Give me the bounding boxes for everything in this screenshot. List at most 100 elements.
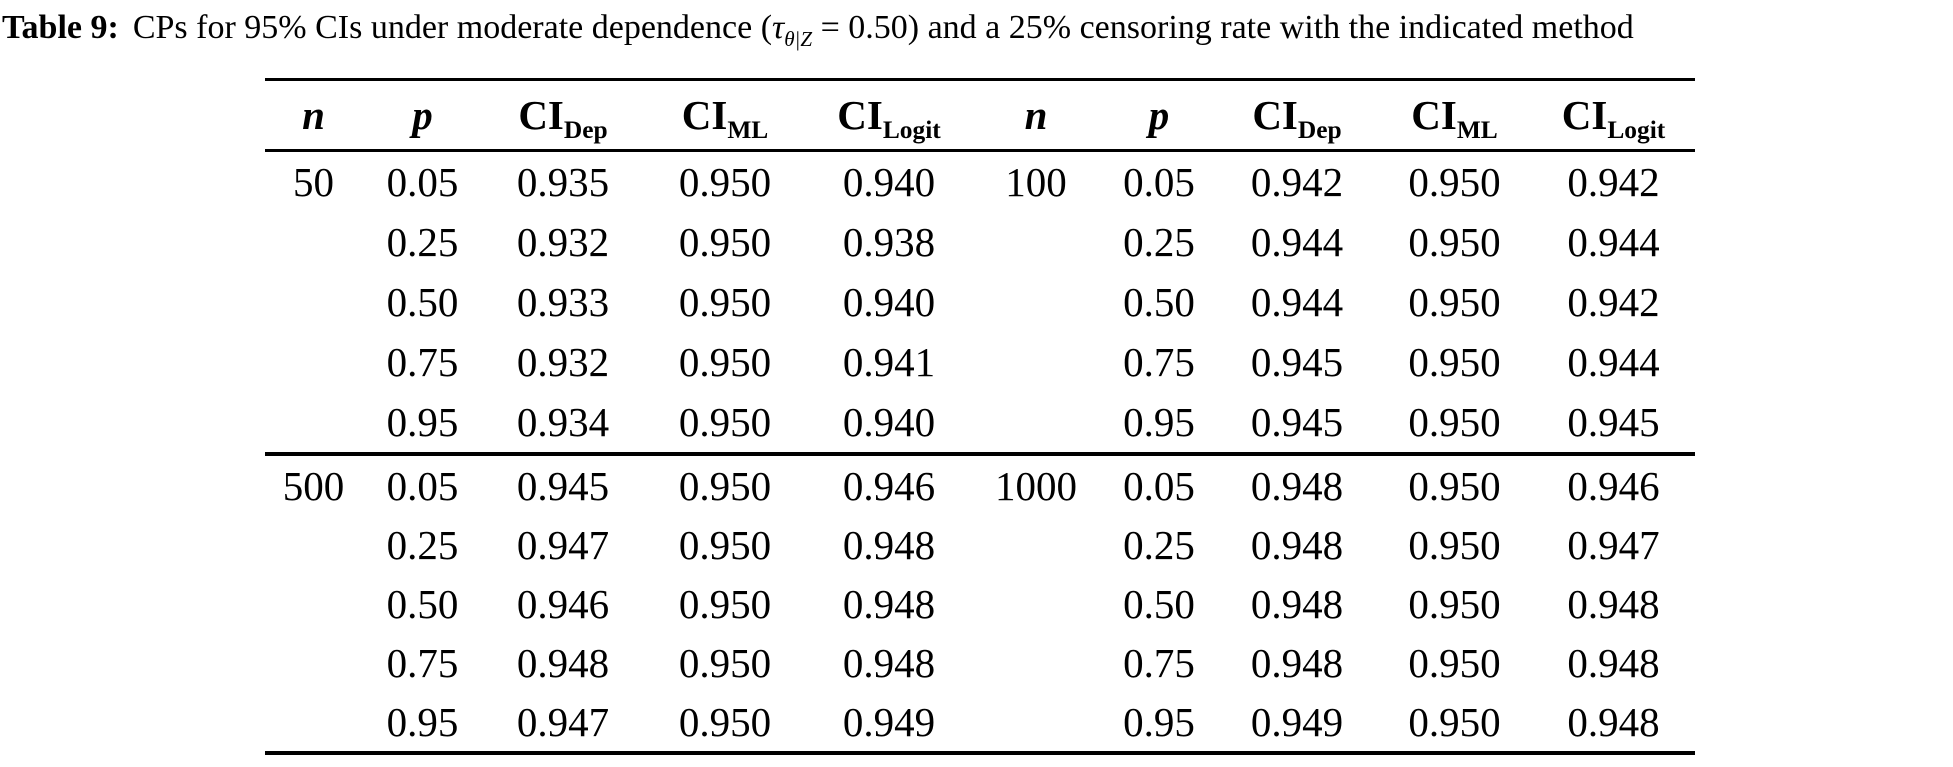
cell-ci-ml: 0.950 bbox=[1408, 580, 1501, 627]
header-subscript: Dep bbox=[563, 116, 608, 145]
cell-ci-ml: 0.950 bbox=[678, 219, 772, 265]
cell-ci-ml: 0.950 bbox=[678, 159, 772, 205]
table-row: 0.75 0.948 0.950 0.948 0.75 0.948 0.950 0.948 bbox=[265, 633, 1695, 692]
cell-ci-dep: 0.947 bbox=[516, 521, 610, 568]
table-row: 50 0.05 0.935 0.950 0.940 100 0.05 0.942 0.950 0.… bbox=[265, 151, 1695, 213]
cell-ci-ml: 0.950 bbox=[678, 339, 772, 385]
table-row: 0.95 0.934 0.950 0.940 0.95 0.945 0.950 0.945 bbox=[265, 392, 1695, 454]
cell-ci-ml: 0.950 bbox=[1408, 219, 1501, 265]
table-row: 0.50 0.933 0.950 0.940 0.50 0.944 0.950 0.942 bbox=[265, 272, 1695, 332]
table-section-small-n: 50 0.05 0.935 0.950 0.940 100 0.05 0.942 0.950 0.… bbox=[265, 151, 1695, 455]
cell-p: 0.95 bbox=[386, 698, 459, 745]
header-label: CI bbox=[1252, 92, 1298, 138]
cell-n bbox=[265, 272, 362, 332]
header-subscript: Logit bbox=[882, 116, 941, 145]
cell-n bbox=[265, 692, 362, 753]
cell-ci-logit: 0.942 bbox=[1567, 279, 1660, 325]
col-header-ci-dep-left: CIDep bbox=[483, 79, 643, 152]
header-row: n p CIDep CIML CILogit n p CIDep CIML CI… bbox=[265, 79, 1695, 152]
col-header-n-left: n bbox=[265, 79, 362, 152]
cell-p: 0.75 bbox=[386, 339, 459, 385]
cell-ci-ml: 0.950 bbox=[678, 521, 772, 568]
header-label: n bbox=[1024, 92, 1048, 138]
col-header-ci-ml-left: CIML bbox=[643, 79, 807, 152]
cell-ci-ml: 0.950 bbox=[1408, 639, 1501, 686]
table-caption: Table 9: CPs for 95% CIs under moderate d… bbox=[0, 0, 1953, 51]
cell-n bbox=[971, 574, 1101, 633]
cell-ci-dep: 0.935 bbox=[516, 159, 610, 205]
cell-n bbox=[265, 212, 362, 272]
cell-ci-dep: 0.948 bbox=[516, 639, 610, 686]
cell-ci-dep: 0.932 bbox=[516, 339, 610, 385]
cell-ci-dep: 0.947 bbox=[516, 698, 610, 745]
header-label: CI bbox=[837, 92, 883, 138]
header-label: p bbox=[1148, 92, 1170, 138]
cell-ci-ml: 0.950 bbox=[678, 462, 772, 509]
cell-ci-ml: 0.950 bbox=[1408, 521, 1501, 568]
cell-ci-dep: 0.946 bbox=[516, 580, 610, 627]
cell-p: 0.25 bbox=[1123, 521, 1195, 568]
cell-ci-ml: 0.950 bbox=[1408, 698, 1501, 745]
col-header-n-right: n bbox=[971, 79, 1101, 152]
cell-n bbox=[971, 212, 1101, 272]
cell-ci-ml: 0.950 bbox=[1408, 399, 1501, 445]
col-header-p-left: p bbox=[362, 79, 483, 152]
cell-p: 0.75 bbox=[1123, 639, 1195, 686]
cell-p: 0.05 bbox=[1123, 159, 1195, 205]
cell-ci-logit: 0.947 bbox=[1567, 521, 1660, 568]
cell-p: 0.95 bbox=[1123, 698, 1195, 745]
cell-ci-logit: 0.948 bbox=[842, 521, 936, 568]
cell-ci-logit: 0.940 bbox=[842, 279, 936, 325]
cell-n bbox=[971, 272, 1101, 332]
table-header: n p CIDep CIML CILogit n p CIDep CIML CI… bbox=[265, 79, 1695, 152]
cell-ci-ml: 0.950 bbox=[678, 639, 772, 686]
cell-ci-ml: 0.950 bbox=[678, 399, 772, 445]
header-subscript: Logit bbox=[1607, 116, 1666, 145]
cell-p: 0.50 bbox=[1123, 279, 1195, 325]
cp-table: n p CIDep CIML CILogit n p CIDep CIML CI… bbox=[265, 78, 1695, 755]
header-subscript: Dep bbox=[1297, 116, 1342, 145]
cell-ci-logit: 0.940 bbox=[842, 159, 936, 205]
table-row: 0.25 0.947 0.950 0.948 0.25 0.948 0.950 0.947 bbox=[265, 515, 1695, 574]
cell-n bbox=[265, 332, 362, 392]
cell-ci-dep: 0.934 bbox=[516, 399, 610, 445]
cell-p: 0.25 bbox=[386, 521, 459, 568]
table-row: 0.50 0.946 0.950 0.948 0.50 0.948 0.950 0.948 bbox=[265, 574, 1695, 633]
cell-n: 1000 bbox=[995, 462, 1077, 509]
table-row: 0.75 0.932 0.950 0.941 0.75 0.945 0.950 0.944 bbox=[265, 332, 1695, 392]
cell-n bbox=[265, 574, 362, 633]
cell-ci-dep: 0.945 bbox=[1250, 399, 1344, 445]
header-label: CI bbox=[1561, 92, 1608, 138]
cell-n bbox=[971, 332, 1101, 392]
caption-text-pre: CPs for 95% CIs under moderate dependenc… bbox=[132, 9, 773, 46]
cell-n bbox=[265, 515, 362, 574]
col-header-ci-ml-right: CIML bbox=[1377, 79, 1532, 152]
cell-ci-dep: 0.944 bbox=[1250, 219, 1344, 265]
caption-text-post: = 0.50) and a 25% censoring rate with th… bbox=[812, 9, 1634, 46]
cell-ci-dep: 0.942 bbox=[1250, 159, 1344, 205]
cell-p: 0.05 bbox=[1123, 462, 1195, 509]
cell-p: 0.05 bbox=[386, 159, 459, 205]
cell-ci-dep: 0.945 bbox=[1250, 339, 1344, 385]
cell-p: 0.75 bbox=[386, 639, 459, 686]
cell-n: 500 bbox=[282, 462, 345, 509]
cell-n bbox=[265, 633, 362, 692]
cell-ci-dep: 0.948 bbox=[1250, 580, 1344, 627]
cell-ci-dep: 0.948 bbox=[1250, 639, 1344, 686]
cell-ci-dep: 0.945 bbox=[516, 462, 610, 509]
table-section-large-n: 500 0.05 0.945 0.950 0.946 1000 0.05 0.948 0.950… bbox=[265, 454, 1695, 753]
cell-ci-dep: 0.948 bbox=[1250, 521, 1344, 568]
cell-ci-logit: 0.945 bbox=[1567, 399, 1660, 445]
cell-p: 0.25 bbox=[386, 219, 459, 265]
cell-ci-logit: 0.948 bbox=[842, 580, 936, 627]
cell-p: 0.75 bbox=[1123, 339, 1195, 385]
tau-symbol: τ bbox=[772, 9, 785, 46]
cell-ci-ml: 0.950 bbox=[1408, 339, 1501, 385]
cell-ci-logit: 0.946 bbox=[842, 462, 936, 509]
col-header-ci-dep-right: CIDep bbox=[1217, 79, 1377, 152]
header-subscript: ML bbox=[727, 116, 769, 145]
cell-n bbox=[971, 692, 1101, 753]
cell-ci-ml: 0.950 bbox=[678, 698, 772, 745]
cell-ci-logit: 0.940 bbox=[842, 399, 936, 445]
cell-ci-logit: 0.942 bbox=[1567, 159, 1660, 205]
